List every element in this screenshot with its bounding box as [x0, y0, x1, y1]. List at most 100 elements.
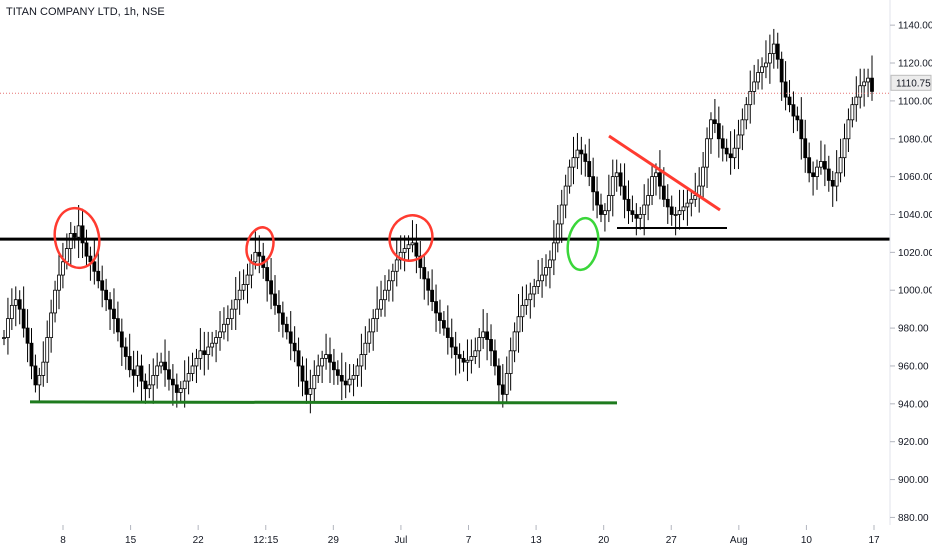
candle [870, 55, 874, 101]
candle [469, 339, 474, 374]
candle-body [434, 301, 438, 314]
candle-body [131, 369, 136, 376]
candle-body [253, 251, 258, 263]
candle-body [296, 350, 301, 367]
candle-body [292, 342, 297, 352]
candle [485, 312, 489, 361]
candle [496, 358, 501, 404]
candle-body [673, 214, 678, 216]
candle-body [445, 327, 450, 338]
candle-body [854, 96, 859, 106]
candle [571, 136, 576, 185]
candle-body [186, 373, 191, 382]
candle-body [190, 365, 195, 374]
highlight-circle-2 [245, 226, 275, 266]
candle [163, 339, 167, 387]
candle [198, 328, 203, 370]
candle-body [414, 242, 419, 257]
candle-body [308, 388, 313, 395]
candle [237, 271, 242, 315]
candle [567, 159, 572, 194]
candle-body [834, 172, 839, 187]
candle-body [76, 225, 81, 238]
candle-body [457, 354, 462, 359]
candle [9, 288, 14, 330]
candle-body [736, 134, 741, 149]
candle [854, 76, 859, 122]
candle-body [222, 323, 226, 333]
candle-body [481, 331, 486, 338]
candle-body [64, 248, 69, 263]
candle-body [866, 77, 870, 83]
candle [846, 108, 851, 153]
candle-body [504, 373, 509, 395]
candle [685, 189, 690, 226]
candle [422, 256, 427, 300]
candle-body [559, 204, 564, 225]
candle [445, 305, 450, 355]
candle-body [650, 176, 654, 196]
candle [2, 329, 6, 346]
candle [701, 152, 706, 198]
candle [233, 276, 238, 330]
candle [241, 269, 246, 300]
candle-body [638, 214, 643, 219]
candle-body [846, 119, 851, 140]
candle [375, 286, 380, 332]
candle-body [80, 225, 85, 244]
candle [13, 286, 18, 327]
candle [135, 350, 140, 387]
candle [104, 278, 109, 312]
candle-body [241, 284, 246, 291]
price-tick-label: 1080.00 [898, 134, 932, 145]
candle-body [280, 312, 285, 325]
candle [426, 271, 431, 306]
price-tick-label: 900.00 [898, 475, 929, 486]
candle [457, 343, 462, 374]
candle-body [779, 58, 784, 83]
candle [418, 240, 423, 279]
candle-body [469, 356, 474, 361]
candle [359, 333, 364, 387]
price-axis: 880.00 900.00 920.00 940.00 960.00 980.00 1000… [890, 21, 932, 524]
candle [866, 68, 870, 98]
candle-body [277, 304, 281, 314]
candle [92, 239, 97, 285]
candle [257, 235, 262, 274]
candle-body [13, 299, 18, 306]
time-tick-label: 8 [60, 535, 66, 546]
candle-body [528, 293, 533, 301]
candle [614, 159, 619, 192]
candle [830, 170, 835, 207]
candle [756, 59, 760, 90]
candle-body [312, 375, 317, 390]
candle [324, 333, 328, 370]
candle-body [669, 206, 674, 215]
candle-body [532, 286, 537, 295]
time-tick-label: 20 [598, 535, 610, 546]
candle [304, 358, 309, 404]
candle-body [689, 198, 694, 204]
candle [508, 337, 513, 391]
price-tick-label: 940.00 [898, 399, 929, 410]
candle-body [500, 384, 505, 395]
candle [214, 329, 218, 363]
candle [308, 369, 313, 414]
price-tick-label: 1000.00 [898, 286, 932, 297]
candle [579, 136, 584, 175]
candle [724, 138, 729, 162]
candle-body [49, 312, 54, 338]
candle [712, 98, 717, 134]
candle [716, 106, 721, 158]
candle [603, 203, 607, 232]
candle-body [665, 198, 670, 208]
candle-body [575, 149, 580, 159]
candle [194, 348, 199, 383]
time-tick-label: 13 [531, 535, 543, 546]
candle-body [210, 342, 215, 348]
candle-body [783, 81, 788, 98]
highlight-circle-1 [53, 206, 101, 270]
candle-body [838, 157, 843, 174]
candle [587, 138, 592, 187]
